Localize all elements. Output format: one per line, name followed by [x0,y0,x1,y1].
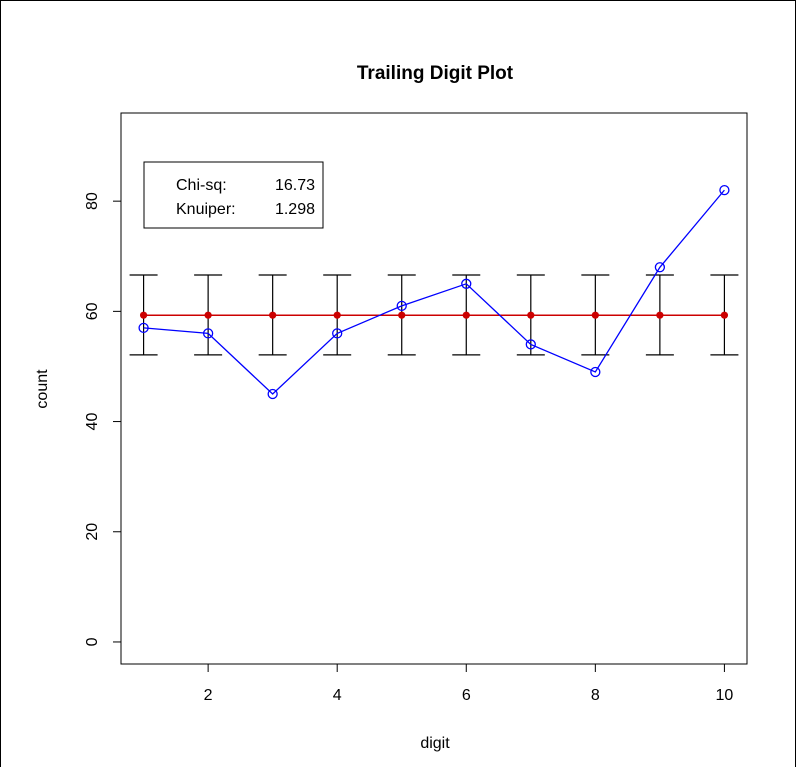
x-tick-label: 4 [333,687,342,704]
observed-line [143,189,725,395]
x-tick-label: 2 [204,687,213,704]
y-tick-label: 40 [84,413,101,431]
x-tick-label: 10 [716,687,734,704]
observed-point [654,262,666,273]
observed-point [525,339,536,350]
x-axis: 2 4 6 8 10 [204,663,734,704]
x-tick-label: 6 [462,687,471,704]
expected-point [333,311,341,319]
y-tick-label: 80 [84,192,101,210]
expected-point [204,311,212,319]
observed-point [590,366,601,378]
y-tick-label: 20 [84,523,101,541]
x-axis-label: digit [420,735,450,752]
observed-point [267,388,278,400]
expected-series [139,311,729,319]
expected-point [139,311,148,319]
y-tick-label: 0 [84,637,101,646]
y-axis-label: count [34,369,51,409]
observed-series [138,184,730,400]
expected-point [656,311,664,319]
y-tick-label: 60 [84,302,101,320]
observed-point [138,322,149,334]
expected-point [720,311,729,319]
observed-point [461,278,472,289]
legend-label-knuiper: Knuiper: [176,201,236,218]
x-tick-label: 8 [591,687,600,704]
expected-point [398,311,406,319]
legend-box: Chi-sq: 16.73 Knuiper: 1.298 [143,161,324,229]
observed-point [396,300,407,312]
observed-point [719,184,730,196]
legend-value-knuiper: 1.298 [275,201,315,218]
expected-point [462,311,470,319]
chart-title: Trailing Digit Plot [357,63,514,84]
observed-point [332,328,343,339]
expected-point [527,311,535,319]
legend-border [143,161,324,229]
expected-point [269,311,277,319]
y-axis: 0 20 40 60 80 [84,192,122,646]
legend-value-chi-sq: 16.73 [275,177,315,194]
observed-point [202,328,214,339]
expected-point [591,311,599,319]
legend-label-chi-sq: Chi-sq: [176,177,227,194]
